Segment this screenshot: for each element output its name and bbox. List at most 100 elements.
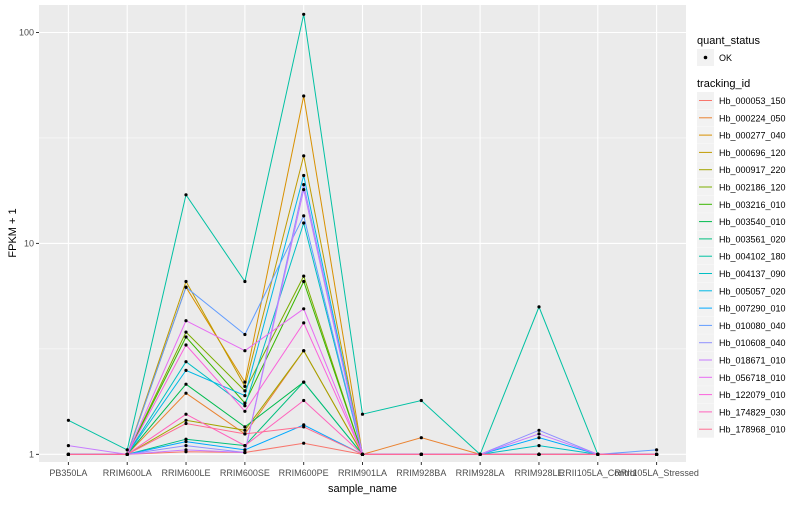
legend: quant_status tracking_id OK Hb_000053_150…	[697, 35, 786, 438]
data-point	[360, 452, 365, 456]
data-point	[302, 12, 306, 16]
x-axis: PB350LA RRIM600LA RRIM600LE RRIM600SE RRIM60…	[49, 462, 699, 478]
shape-legend-point	[703, 55, 708, 60]
data-point	[302, 425, 306, 429]
data-point	[184, 444, 188, 448]
data-point	[302, 279, 306, 284]
shape-legend-title: quant_status	[697, 35, 760, 47]
data-point	[243, 384, 247, 388]
data-point	[302, 221, 306, 225]
color-legend-label: Hb_002186_120	[719, 183, 786, 193]
data-point	[184, 279, 188, 284]
data-point	[596, 452, 600, 456]
x-tick-label: RRII105LA_Stressed	[614, 468, 699, 478]
data-point	[478, 452, 482, 456]
data-point	[302, 380, 306, 384]
data-point	[184, 412, 188, 416]
data-point	[184, 330, 188, 334]
x-tick-label: RRIM600SE	[220, 468, 270, 478]
data-point	[537, 436, 541, 440]
x-tick-label: RRIM600LA	[103, 468, 152, 478]
data-point	[537, 428, 541, 432]
data-point	[243, 380, 247, 384]
x-tick-label: RRIM928LA	[456, 468, 505, 478]
color-legend-label: Hb_000224_050	[719, 113, 786, 123]
data-point	[302, 349, 306, 353]
data-point	[655, 448, 659, 452]
data-point	[243, 450, 247, 455]
color-legend-label: Hb_000696_120	[719, 148, 786, 158]
color-legend-label: Hb_122079_010	[719, 390, 786, 400]
data-point	[360, 412, 365, 416]
data-point	[243, 432, 247, 436]
color-legend-label: Hb_004102_180	[719, 252, 786, 262]
x-tick-label: PB350LA	[49, 468, 87, 478]
data-point	[66, 418, 70, 422]
x-tick-label: RRIM600LE	[162, 468, 211, 478]
y-tick-label: 100	[19, 27, 34, 37]
data-point	[184, 319, 188, 323]
data-point	[125, 448, 129, 452]
data-point	[243, 279, 247, 284]
data-point	[184, 285, 188, 289]
data-point	[243, 409, 247, 413]
data-point	[243, 401, 247, 405]
data-point	[184, 343, 188, 347]
data-point	[302, 307, 306, 311]
y-tick-label: 1	[29, 449, 34, 459]
data-point	[302, 183, 306, 187]
data-point	[302, 154, 306, 158]
data-point	[419, 398, 423, 403]
data-point	[537, 305, 541, 309]
data-point	[243, 349, 247, 353]
color-legend-label: Hb_174829_030	[719, 407, 786, 417]
data-point	[243, 332, 247, 337]
data-point	[537, 452, 541, 456]
data-point	[302, 188, 306, 192]
data-point	[184, 440, 188, 444]
y-axis: 1 10 100	[19, 27, 39, 459]
data-point	[125, 452, 129, 456]
x-tick-label: RRIM928BA	[396, 468, 446, 478]
data-point	[655, 452, 659, 456]
data-point	[243, 394, 247, 398]
color-legend-label: Hb_000053_150	[719, 96, 786, 106]
color-legend-label: Hb_004137_090	[719, 269, 786, 279]
data-point	[243, 389, 247, 393]
data-point	[302, 274, 306, 278]
data-point	[419, 436, 423, 440]
data-point	[302, 173, 306, 178]
color-legend-label: Hb_005057_020	[719, 286, 786, 296]
data-point	[419, 452, 423, 456]
color-legend-label: Hb_010080_040	[719, 321, 786, 331]
color-legend-label: Hb_056718_010	[719, 373, 786, 383]
data-point	[184, 418, 188, 422]
data-point	[184, 391, 188, 395]
data-point	[243, 428, 247, 432]
x-tick-label: RRIM928LE	[514, 468, 563, 478]
data-point	[66, 444, 70, 448]
color-legend-label: Hb_010608_040	[719, 338, 786, 348]
shape-legend-label: OK	[719, 53, 732, 63]
data-point	[184, 437, 188, 441]
data-points	[66, 12, 659, 456]
x-tick-label: RRIM600PE	[279, 468, 329, 478]
data-point	[243, 444, 247, 448]
data-point	[184, 193, 188, 197]
color-legend-title: tracking_id	[697, 78, 750, 90]
data-point	[184, 448, 188, 452]
data-point	[243, 448, 247, 452]
color-legend-label: Hb_007290_010	[719, 304, 786, 314]
data-point	[184, 421, 188, 426]
x-tick-label: RRIM901LA	[338, 468, 387, 478]
data-point	[184, 335, 188, 339]
data-point	[302, 321, 306, 325]
color-legend-label: Hb_000277_040	[719, 131, 786, 141]
color-legend-label: Hb_003216_010	[719, 200, 786, 210]
color-legend-label: Hb_003561_020	[719, 234, 786, 244]
data-point	[302, 441, 306, 445]
y-axis-title: FPKM + 1	[7, 208, 19, 257]
data-point	[537, 444, 541, 448]
